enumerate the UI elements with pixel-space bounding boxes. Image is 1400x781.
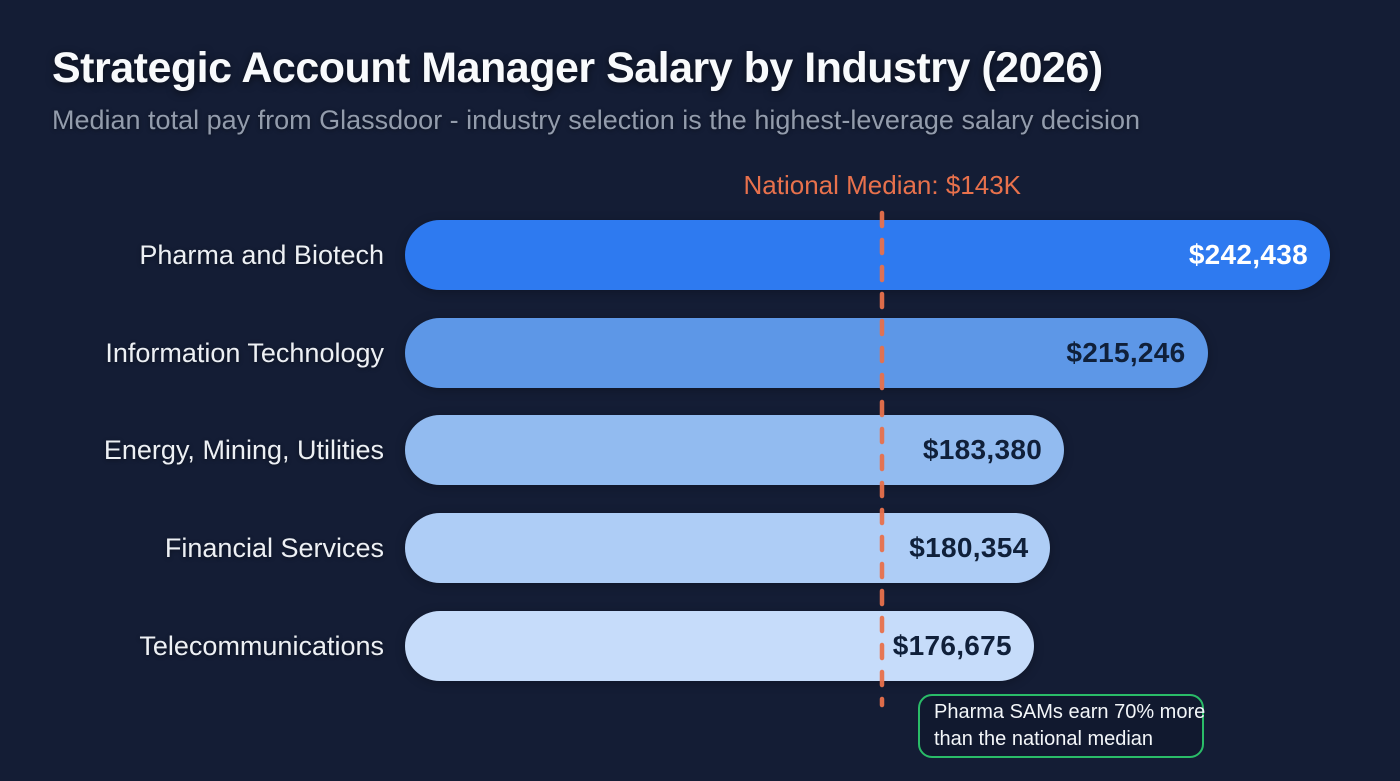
annotation-text-line1: Pharma SAMs earn 70% more bbox=[934, 701, 1206, 723]
category-label: Information Technology bbox=[105, 337, 384, 368]
bar-row: Information Technology $215,246 bbox=[0, 318, 1400, 388]
median-line-label: National Median: $143K bbox=[743, 170, 1022, 200]
category-label: Pharma and Biotech bbox=[139, 239, 384, 270]
bar-value-label: $242,438 bbox=[1188, 239, 1308, 270]
bar-value-label: $183,380 bbox=[922, 434, 1043, 465]
bar-row: Financial Services $180,354 bbox=[0, 513, 1400, 583]
plot-area-row: $183,380 bbox=[405, 415, 1330, 485]
plot-area-row: $176,675 bbox=[405, 611, 1330, 681]
salary-bar: $176,675 bbox=[405, 611, 1034, 681]
salary-bar: $180,354 bbox=[405, 513, 1051, 583]
plot-area-row: $180,354 bbox=[405, 513, 1330, 583]
category-label: Energy, Mining, Utilities bbox=[103, 434, 384, 465]
plot-area-row: $242,438 bbox=[405, 220, 1330, 290]
bar-value-label: $215,246 bbox=[1066, 337, 1186, 368]
bar-value-label: $176,675 bbox=[892, 630, 1012, 661]
chart-title: Strategic Account Manager Salary by Indu… bbox=[52, 44, 1103, 92]
bar-row: Energy, Mining, Utilities $183,380 bbox=[0, 415, 1400, 485]
median-dashed-line bbox=[880, 210, 885, 708]
plot-area-row: $215,246 bbox=[405, 318, 1330, 388]
category-label: Telecommunications bbox=[139, 630, 384, 661]
category-label: Financial Services bbox=[164, 532, 384, 563]
annotation-callout: Pharma SAMs earn 70% more than the natio… bbox=[918, 694, 1206, 758]
salary-bar: $183,380 bbox=[405, 415, 1065, 485]
chart-subtitle: Median total pay from Glassdoor - indust… bbox=[52, 105, 1141, 135]
salary-bar: $242,438 bbox=[405, 220, 1330, 290]
salary-bar: $215,246 bbox=[405, 318, 1208, 388]
annotation-text-line2: than the national median bbox=[934, 728, 1154, 750]
bar-row: Telecommunications $176,675 bbox=[0, 611, 1400, 681]
bar-row: Pharma and Biotech $242,438 bbox=[0, 220, 1400, 290]
bar-value-label: $180,354 bbox=[909, 532, 1029, 563]
